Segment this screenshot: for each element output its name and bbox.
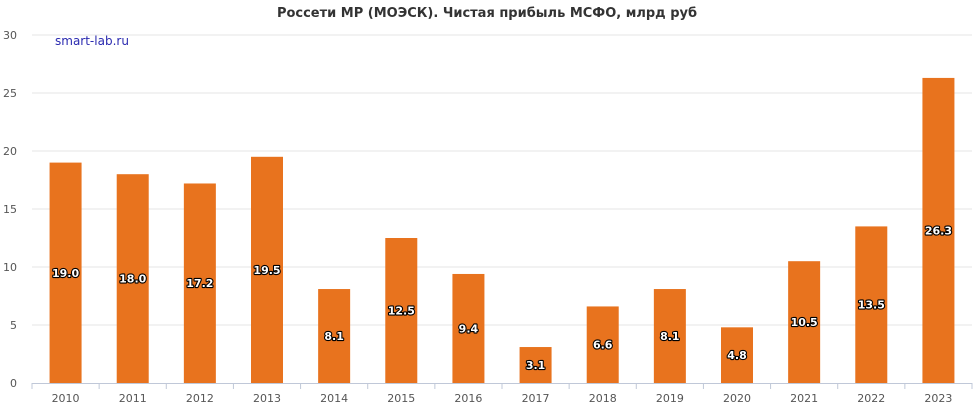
bar-value-label: 3.1	[526, 359, 546, 372]
bar-2020	[721, 327, 753, 383]
bars	[49, 77, 955, 384]
bar-value-label: 8.1	[324, 330, 344, 343]
bar-2014	[318, 289, 351, 383]
bar-2010	[49, 162, 82, 383]
y-tick-label: 25	[3, 87, 17, 100]
bar-2019	[653, 289, 686, 383]
x-tick-label: 2014	[320, 392, 348, 405]
x-tick-label: 2012	[186, 392, 214, 405]
bar-value-label: 18.0	[119, 273, 146, 286]
bar-2021	[788, 261, 821, 383]
bar-2017	[519, 347, 552, 383]
bar-value-label: 19.0	[52, 267, 79, 280]
x-tick-label: 2016	[454, 392, 482, 405]
x-tick-label: 2021	[790, 392, 818, 405]
bar-value-label: 8.1	[660, 330, 680, 343]
bar-2015	[385, 238, 418, 383]
x-tick-label: 2022	[857, 392, 885, 405]
x-tick-label: 2015	[387, 392, 415, 405]
y-tick-label: 20	[3, 145, 17, 158]
y-tick-label: 15	[3, 203, 17, 216]
bar-value-label: 9.4	[459, 322, 479, 335]
x-tick-label: 2023	[924, 392, 952, 405]
bar-2012	[183, 183, 216, 383]
x-tick-label: 2019	[656, 392, 684, 405]
bar-value-labels: 19.0 18.0 17.2 19.5 8.1 12.5 9.4 3.1 6.6 8.1 4.8 10…	[51, 223, 953, 373]
bar-value-label: 19.5	[253, 264, 280, 277]
y-tick-label: 5	[10, 319, 17, 332]
bar-value-label: 10.5	[791, 316, 818, 329]
watermark-link[interactable]: smart-lab.ru	[55, 34, 129, 48]
x-tick-label: 2020	[723, 392, 751, 405]
bar-value-label: 4.8	[727, 349, 747, 362]
grid-lines	[32, 34, 972, 326]
bar-2016	[452, 273, 485, 383]
chart-title: Россети МР (МОЭСК). Чистая прибыль МСФО,…	[276, 6, 698, 21]
y-tick-label: 10	[3, 261, 17, 274]
y-axis-ticks: 0 5 10 15 20 25 30	[3, 29, 17, 390]
bar-value-label: 17.2	[186, 277, 213, 290]
x-axis: 2010 2011 2012 2013 2014 2015 2016 2017 2018 2019…	[31, 383, 973, 405]
bar-2013	[251, 156, 283, 383]
x-tick-label: 2011	[119, 392, 147, 405]
bar-value-label: 13.5	[858, 299, 885, 312]
bar-value-label: 12.5	[388, 305, 415, 318]
y-tick-label: 0	[10, 377, 17, 390]
x-tick-label: 2013	[253, 392, 281, 405]
y-tick-label: 30	[3, 29, 17, 42]
x-tick-label: 2017	[522, 392, 550, 405]
bar-value-label: 6.6	[593, 339, 613, 352]
bar-2023	[922, 77, 955, 384]
bar-value-label: 26.3	[925, 224, 952, 237]
bar-2011	[116, 174, 149, 383]
bar-2018	[586, 306, 619, 383]
x-tick-label: 2018	[589, 392, 617, 405]
x-tick-label: 2010	[52, 392, 80, 405]
bar-2022	[855, 226, 888, 383]
